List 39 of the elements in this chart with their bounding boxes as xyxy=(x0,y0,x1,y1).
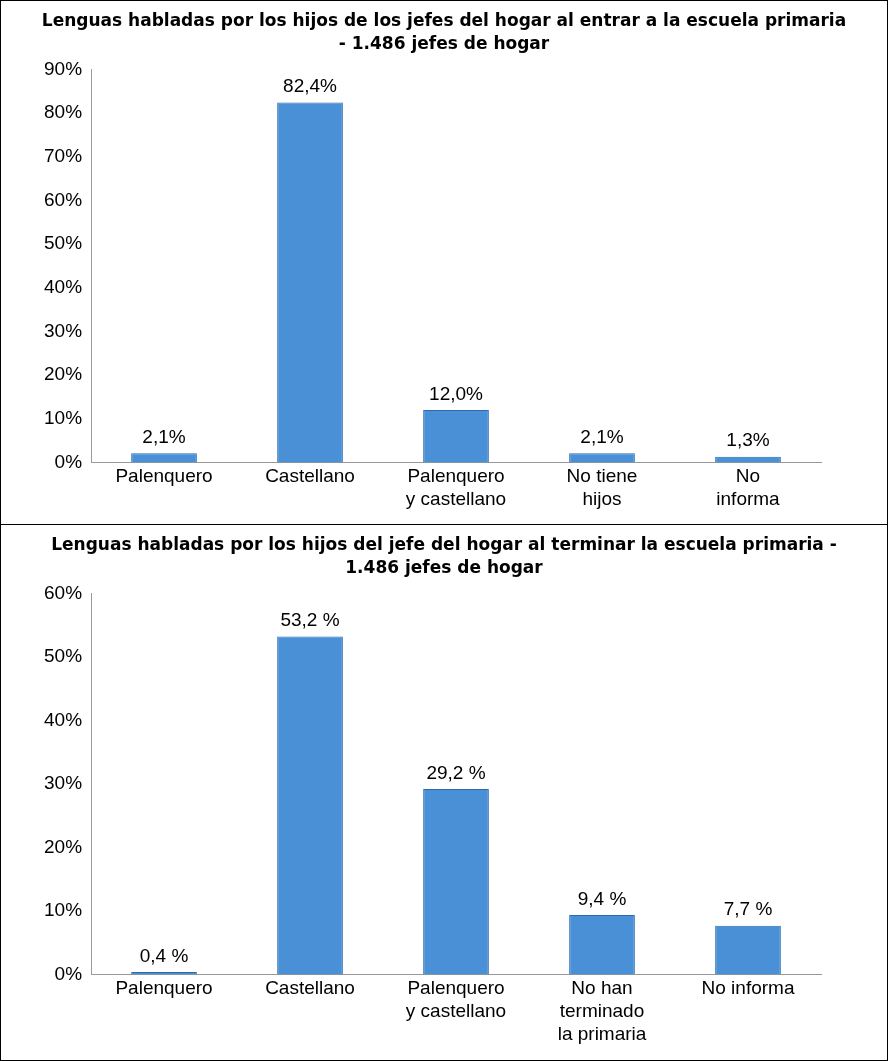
x-tick-label: No informa xyxy=(716,465,781,509)
y-tick-label: 20% xyxy=(44,363,83,385)
y-tick-label: 40% xyxy=(44,275,83,297)
x-tick-label: Castellano xyxy=(265,977,355,999)
y-tick-label: 0% xyxy=(54,962,83,984)
x-tick-label: No informa xyxy=(701,977,795,999)
chart-title: Lenguas habladas por los hijos del jefe del hogar al terminar la escuela primaria - 1.486 jefes de hogar xyxy=(50,533,838,579)
data-label: 9,4 % xyxy=(577,887,627,909)
data-label: 0,4 % xyxy=(139,944,189,966)
x-tick-label: No han terminado la primaria xyxy=(557,977,647,1044)
y-tick-label: 0% xyxy=(54,450,83,472)
y-tick-label: 10% xyxy=(44,406,83,428)
y-tick-label: 50% xyxy=(44,645,83,667)
x-tick-label: Palenquero y castellano xyxy=(405,977,507,1022)
data-label: 12,0% xyxy=(429,382,484,404)
data-label: 2,1% xyxy=(580,425,624,447)
data-label: 82,4% xyxy=(283,75,338,97)
data-label: 29,2 % xyxy=(426,761,486,783)
y-tick-label: 90% xyxy=(44,57,83,79)
y-tick-label: 30% xyxy=(44,772,83,794)
x-tick-label: No tiene hijos xyxy=(566,465,638,509)
data-label: 1,3% xyxy=(726,429,770,451)
data-label: 53,2 % xyxy=(280,609,340,631)
y-tick-label: 60% xyxy=(44,581,83,603)
x-tick-label: Palenquero y castellano xyxy=(405,465,507,509)
y-tick-label: 70% xyxy=(44,144,83,166)
y-tick-label: 30% xyxy=(44,319,83,341)
data-label: 7,7 % xyxy=(723,898,773,920)
x-tick-label: Palenquero xyxy=(115,465,213,487)
y-tick-label: 60% xyxy=(44,188,83,210)
x-tick-label: Palenquero xyxy=(115,977,213,999)
chart-title: Lenguas habladas por los hijos de los jefes del hogar al entrar a la escuela primaria - 1.486 jefes de hogar xyxy=(40,9,848,55)
y-tick-label: 20% xyxy=(44,835,83,857)
y-tick-label: 40% xyxy=(44,708,83,730)
data-label: 2,1% xyxy=(142,425,186,447)
y-tick-label: 80% xyxy=(44,101,83,123)
x-tick-label: Castellano xyxy=(265,465,355,487)
y-tick-label: 50% xyxy=(44,232,83,254)
y-tick-label: 10% xyxy=(44,899,83,921)
